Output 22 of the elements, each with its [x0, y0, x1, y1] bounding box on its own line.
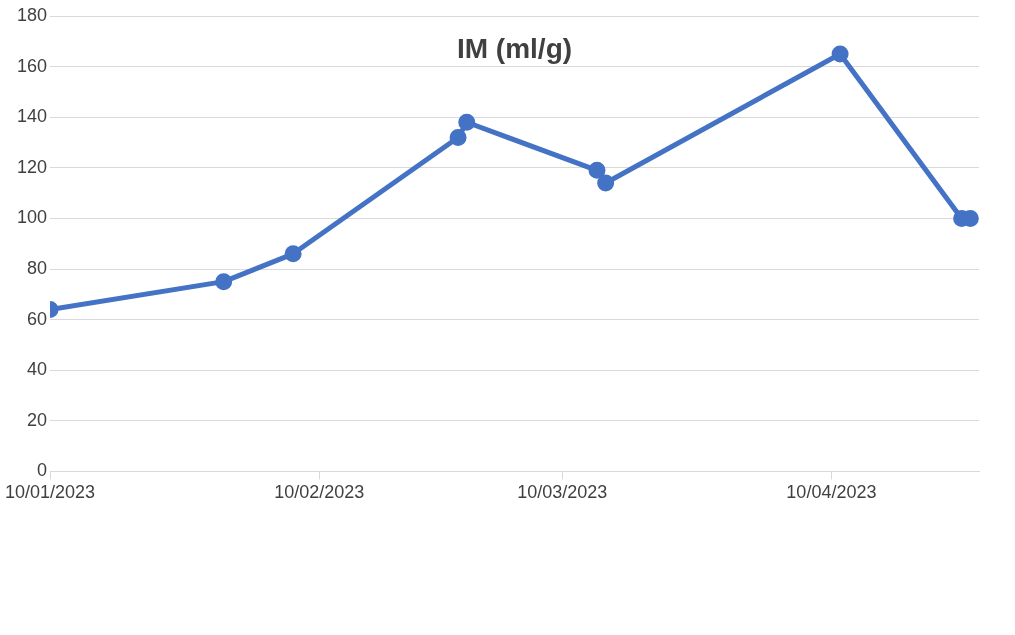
point — [831, 45, 849, 63]
point — [597, 174, 615, 192]
point — [588, 161, 606, 179]
point — [215, 273, 233, 291]
y-tick-label: 40 — [27, 359, 48, 380]
y-tick-label: 100 — [16, 207, 48, 228]
y-tick-label: 20 — [27, 409, 48, 430]
y-tick-label: 140 — [16, 106, 48, 127]
y-tick-label: 0 — [37, 460, 48, 481]
y-tick-label: 80 — [27, 257, 48, 278]
x-tick-label: 10/01/2023 — [4, 482, 96, 503]
point — [284, 245, 302, 263]
y-tick-label: 160 — [16, 55, 48, 76]
point — [449, 128, 467, 146]
x-tick-label: 10/02/2023 — [274, 482, 365, 503]
x-tick-label: 10/03/2023 — [517, 482, 608, 503]
x-tick-label: 10/04/2023 — [786, 482, 877, 503]
text: IM (ml/g) — [456, 32, 573, 64]
y-tick-label: 60 — [27, 308, 48, 329]
y-tick-label: 120 — [16, 156, 48, 177]
point — [458, 113, 476, 131]
y-tick-label: 180 — [16, 4, 48, 25]
